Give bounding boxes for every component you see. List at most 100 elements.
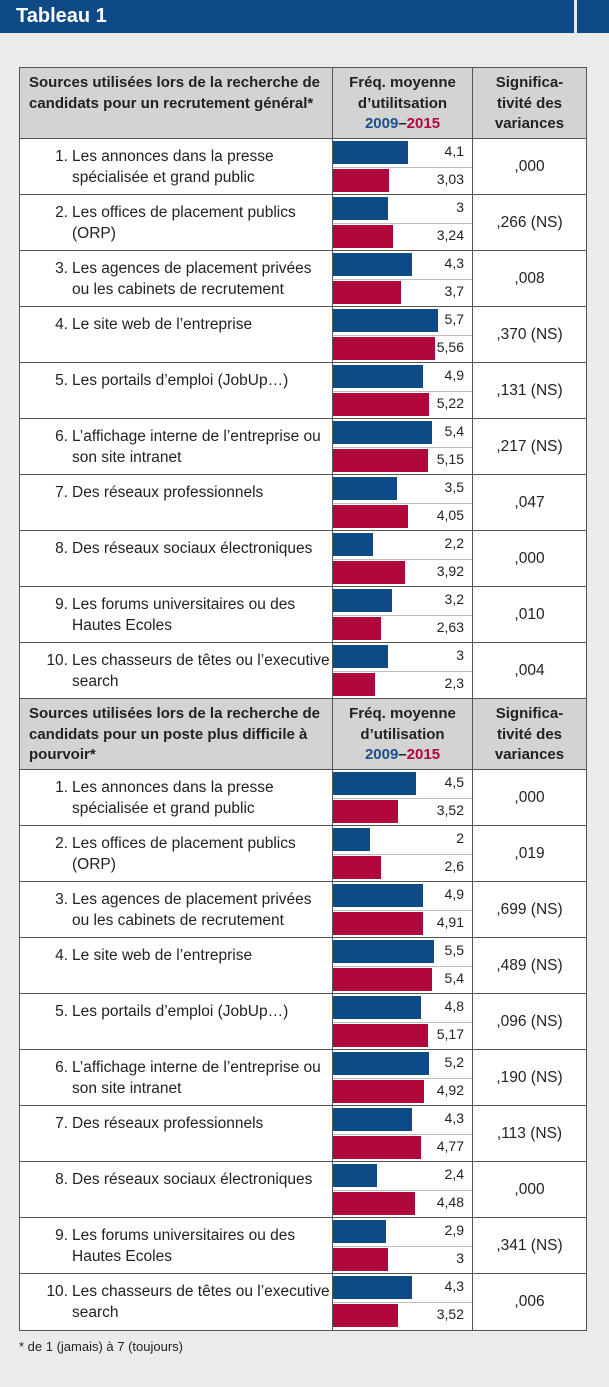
source-cell: 9. Les forums universitaires ou des Haute…	[20, 1218, 333, 1273]
bar-separator	[333, 965, 472, 967]
significance-value: ,047	[514, 493, 545, 511]
table-row: 3. Les agences de placement privées ou le…	[20, 251, 586, 307]
value-2009: 5,4	[444, 423, 464, 439]
row-number: 5.	[55, 1003, 68, 1020]
bar-2015	[333, 225, 393, 248]
bar-separator	[333, 222, 472, 224]
bar-2015	[333, 800, 398, 823]
value-2009: 5,2	[444, 1054, 464, 1070]
table-title: Tableau 1	[0, 0, 574, 33]
row-number: 4.	[55, 316, 68, 333]
bar-separator	[333, 614, 472, 616]
bar-cell: 4,9 4,91	[333, 882, 473, 937]
value-2009: 2,2	[444, 535, 464, 551]
significance-value: ,000	[514, 788, 545, 806]
section-header: Sources utilisées lors de la recherche d…	[20, 68, 586, 139]
significance-value: ,370 (NS)	[496, 325, 563, 343]
bar-2009	[333, 477, 398, 500]
bar-2015	[333, 281, 402, 304]
frequency-table: Sources utilisées lors de la recherche d…	[19, 67, 587, 1331]
table-row: 2. Les offices de placement publics (ORP)…	[20, 195, 586, 251]
bar-2009	[333, 421, 433, 444]
source-label: Les offices de placement publics (ORP)	[72, 835, 296, 873]
bar-cell: 3 2,3	[333, 643, 473, 698]
source-cell: 8. Des réseaux sociaux électroniques	[20, 531, 333, 586]
header-significance: Significa- tivité des variances	[494, 705, 565, 763]
source-cell: 4. Le site web de l’entreprise	[20, 307, 333, 362]
header-years: 2009–2015	[333, 114, 472, 135]
significance-value: ,000	[514, 549, 545, 567]
bar-2009	[333, 1164, 378, 1187]
value-2015: 4,92	[436, 1082, 464, 1098]
value-2009: 3,5	[444, 479, 464, 495]
bar-separator	[333, 278, 472, 280]
bar-separator	[333, 1189, 472, 1191]
bar-2015	[333, 449, 428, 472]
bar-2009	[333, 1108, 413, 1131]
source-cell: 7. Des réseaux professionnels	[20, 475, 333, 530]
bar-2015	[333, 1136, 421, 1159]
value-2009: 2,9	[444, 1222, 464, 1238]
value-2015: 3,24	[436, 227, 464, 243]
value-2009: 3,2	[444, 591, 464, 607]
bar-cell: 4,5 3,52	[333, 770, 473, 825]
row-number: 3.	[55, 891, 68, 908]
header-frequency-label: Fréq. moyenne d’utilisation	[349, 705, 456, 743]
bar-2009	[333, 309, 438, 332]
bar-2015	[333, 1192, 416, 1215]
header-significance: Significa- tivité des variances	[494, 74, 565, 132]
value-2009: 4,8	[444, 998, 464, 1014]
bar-cell: 2,2 3,92	[333, 531, 473, 586]
table-row: 4. Le site web de l’entreprise 5,7 5,56 ,370…	[20, 307, 586, 363]
bar-cell: 5,4 5,15	[333, 419, 473, 474]
source-cell: 8. Des réseaux sociaux électroniques	[20, 1162, 333, 1217]
bar-cell: 3,5 4,05	[333, 475, 473, 530]
bar-2009	[333, 197, 389, 220]
table-row: 6. L’affichage interne de l’entreprise ou…	[20, 1050, 586, 1106]
source-cell: 6. L’affichage interne de l’entreprise ou…	[20, 419, 333, 474]
bar-2009	[333, 772, 416, 795]
value-2015: 5,22	[436, 395, 464, 411]
table-row: 4. Le site web de l’entreprise 5,5 5,4 ,489 …	[20, 938, 586, 994]
value-2015: 3,92	[436, 563, 464, 579]
source-label: Des réseaux sociaux électroniques	[72, 1171, 313, 1188]
row-number: 3.	[55, 260, 68, 277]
value-2009: 4,9	[444, 886, 464, 902]
bar-2015	[333, 561, 406, 584]
value-2015: 3,03	[436, 171, 464, 187]
source-cell: 2. Les offices de placement publics (ORP)	[20, 195, 333, 250]
bar-cell: 4,8 5,17	[333, 994, 473, 1049]
value-2015: 4,91	[436, 914, 464, 930]
significance-value: ,019	[514, 844, 545, 862]
bar-2015	[333, 1248, 389, 1271]
value-2009: 4,3	[444, 1278, 464, 1294]
significance-value: ,000	[514, 1180, 545, 1198]
bar-separator	[333, 1245, 472, 1247]
header-frequency: Fréq. moyenne d’utilisation 2009–2015	[333, 699, 473, 769]
significance-value: ,096 (NS)	[496, 1012, 563, 1030]
bar-cell: 4,3 4,77	[333, 1106, 473, 1161]
table-row: 9. Les forums universitaires ou des Haute…	[20, 587, 586, 643]
value-2015: 5,56	[436, 339, 464, 355]
value-2015: 2,3	[444, 675, 464, 691]
bar-2015	[333, 856, 381, 879]
row-number: 4.	[55, 947, 68, 964]
significance-value: ,131 (NS)	[496, 381, 563, 399]
value-2009: 4,1	[444, 143, 464, 159]
value-2015: 5,4	[444, 970, 464, 986]
row-number: 1.	[55, 148, 68, 165]
row-number: 5.	[55, 372, 68, 389]
table-row: 10. Les chasseurs de têtes ou l’executive…	[20, 643, 586, 699]
bar-cell: 2,4 4,48	[333, 1162, 473, 1217]
source-cell: 7. Des réseaux professionnels	[20, 1106, 333, 1161]
value-2009: 3	[456, 199, 464, 215]
year-2009-label: 2009	[364, 746, 399, 763]
bar-2015	[333, 617, 382, 640]
table-row: 7. Des réseaux professionnels 3,5 4,05 ,047	[20, 475, 586, 531]
table-row: 3. Les agences de placement privées ou le…	[20, 882, 586, 938]
header-sources: Sources utilisées lors de la recherche d…	[20, 699, 333, 769]
source-cell: 3. Les agences de placement privées ou le…	[20, 251, 333, 306]
significance-value: ,217 (NS)	[496, 437, 563, 455]
bar-cell: 2,9 3	[333, 1218, 473, 1273]
bar-separator	[333, 1301, 472, 1303]
